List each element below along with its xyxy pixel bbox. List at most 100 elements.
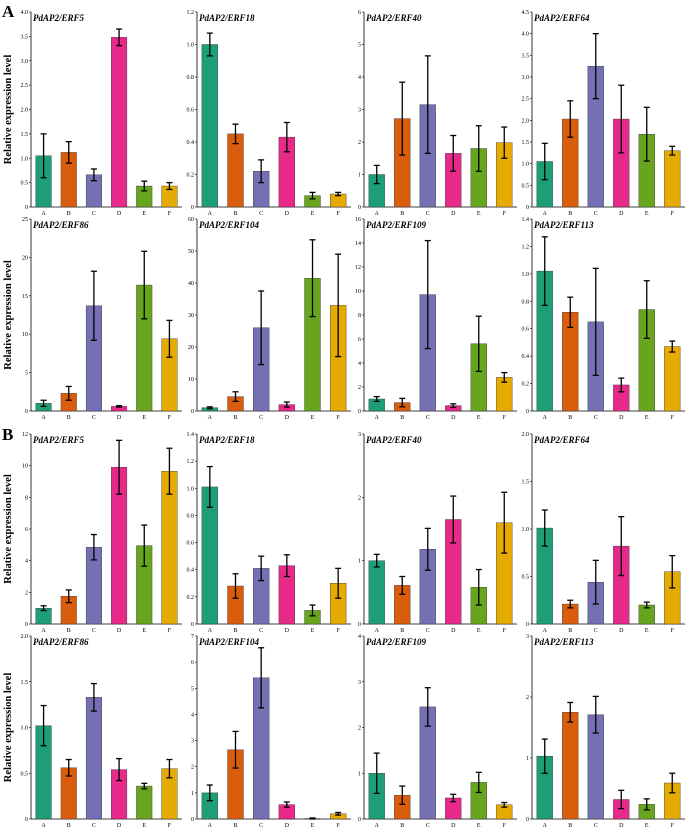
chart-5: 0 5 10 15 20 25 A B C D E F PdAP2/ERF86 Relative expr… (3, 217, 182, 421)
y-tick-label: 0 (358, 205, 361, 211)
chart-2: 0 0.2 0.4 0.6 0.8 1.0 1.2 A B C D E F PdAP2/ERF18 (187, 10, 351, 217)
y-tick-label: 0 (358, 622, 361, 628)
x-tick-label: A (543, 415, 548, 421)
y-tick-label: 0 (25, 205, 28, 211)
x-tick-label: C (426, 211, 430, 217)
y-tick-label: 2 (25, 590, 28, 596)
x-tick-label: D (619, 211, 624, 217)
y-tick-label: 0 (526, 622, 529, 628)
chart-title: PdAP2/ERF18 (199, 13, 255, 23)
x-tick-label: A (543, 211, 548, 217)
x-tick-label: F (671, 415, 675, 421)
y-tick-label: 15 (22, 294, 28, 300)
x-tick-label: E (311, 415, 315, 421)
y-tick-label: 1.0 (21, 156, 29, 162)
chart-title: PdAP2/ERF40 (366, 435, 422, 445)
y-tick-label: 1.0 (21, 726, 29, 732)
x-tick-label: F (671, 823, 675, 829)
x-tick-label: C (92, 211, 96, 217)
x-tick-label: B (568, 211, 572, 217)
y-tick-label: 4 (358, 75, 361, 81)
y-tick-label: 0.2 (522, 382, 530, 388)
x-tick-label: D (451, 823, 456, 829)
y-tick-label: 30 (188, 313, 194, 319)
y-tick-label: 0.8 (187, 513, 195, 519)
y-tick-label: 16 (355, 217, 361, 223)
y-tick-label: 1.5 (21, 132, 29, 138)
x-tick-label: C (92, 823, 96, 829)
y-tick-label: 60 (188, 217, 194, 223)
bar-C (85, 697, 102, 820)
y-tick-label: 0 (191, 409, 194, 415)
y-tick-label: 6 (25, 527, 28, 533)
x-tick-label: F (168, 823, 172, 829)
x-tick-label: D (619, 415, 624, 421)
y-tick-label: 0.5 (522, 575, 530, 581)
y-tick-label: 1.5 (522, 480, 530, 486)
x-tick-label: B (233, 823, 237, 829)
y-tick-label: 4.0 (522, 32, 530, 38)
y-tick-label: 2 (191, 765, 194, 771)
chart-11: 0 1 2 3 A B C D E F PdAP2/ERF40 (358, 432, 517, 634)
y-tick-label: 4.0 (21, 10, 29, 16)
y-tick-label: 7 (191, 634, 194, 640)
y-tick-label: 4 (358, 634, 361, 640)
x-tick-label: E (142, 415, 146, 421)
y-tick-label: 2.0 (21, 634, 29, 640)
chart-title: PdAP2/ERF113 (534, 220, 594, 230)
x-tick-label: F (336, 415, 340, 421)
chart-title: PdAP2/ERF104 (199, 220, 260, 230)
y-tick-label: 1 (526, 756, 529, 762)
x-tick-label: A (208, 211, 213, 217)
y-tick-label: 1.4 (187, 432, 195, 438)
y-tick-label: 0.6 (187, 541, 195, 547)
x-tick-label: E (311, 211, 315, 217)
y-tick-label: 2.0 (21, 108, 29, 114)
y-tick-label: 12 (355, 265, 361, 271)
y-tick-label: 2 (358, 140, 361, 146)
bar-A (201, 44, 218, 208)
bar-F (664, 346, 681, 412)
y-tick-label: 2 (526, 695, 529, 701)
x-tick-label: E (645, 823, 649, 829)
x-tick-label: A (543, 628, 548, 634)
y-tick-label: 12 (22, 432, 28, 438)
x-tick-label: A (375, 211, 380, 217)
x-tick-label: D (285, 628, 290, 634)
y-tick-label: 0.2 (187, 595, 195, 601)
x-tick-label: D (117, 823, 122, 829)
y-axis-label: Relative expression level (3, 673, 14, 783)
bar-D (111, 37, 128, 208)
y-tick-label: 10 (355, 289, 361, 295)
y-tick-label: 0 (526, 205, 529, 211)
bar-E (136, 785, 153, 820)
y-axis-label: Relative expression level (3, 474, 14, 584)
x-tick-label: C (259, 415, 263, 421)
y-tick-label: 1 (191, 791, 194, 797)
y-tick-label: 1.2 (187, 459, 195, 465)
x-tick-label: F (168, 415, 172, 421)
x-tick-label: B (233, 415, 237, 421)
x-tick-label: A (41, 823, 46, 829)
x-tick-label: E (311, 823, 315, 829)
y-tick-label: 3 (191, 739, 194, 745)
y-tick-label: 2.0 (522, 118, 530, 124)
x-tick-label: A (41, 628, 46, 634)
y-tick-label: 2.5 (21, 83, 29, 89)
y-tick-label: 0 (25, 622, 28, 628)
x-tick-label: D (285, 211, 290, 217)
x-tick-label: E (477, 415, 481, 421)
x-tick-label: D (117, 628, 122, 634)
y-tick-label: 0 (526, 409, 529, 415)
y-tick-label: 20 (188, 345, 194, 351)
x-tick-label: C (259, 823, 263, 829)
panel-letter-b: B (2, 425, 13, 444)
y-tick-label: 0 (25, 817, 28, 823)
y-tick-label: 14 (355, 241, 361, 247)
x-tick-label: E (311, 628, 315, 634)
x-tick-label: A (41, 211, 46, 217)
y-tick-label: 3.0 (522, 75, 530, 81)
y-tick-label: 0.4 (187, 568, 195, 574)
y-tick-label: 1 (358, 173, 361, 179)
y-tick-label: 3.5 (21, 34, 29, 40)
